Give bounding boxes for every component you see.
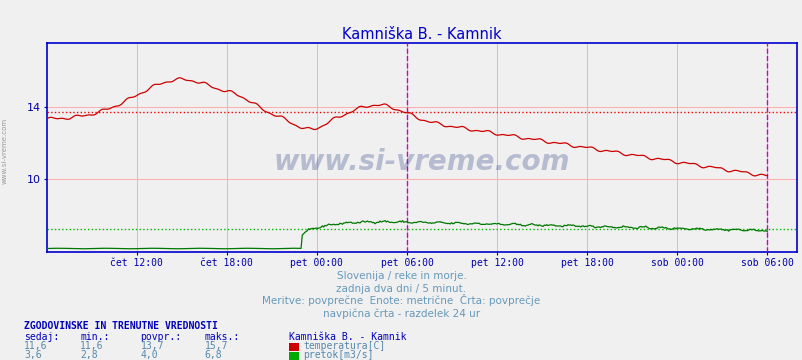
Text: 4,0: 4,0 [140,350,158,360]
Text: pretok[m3/s]: pretok[m3/s] [303,350,374,360]
Text: maks.:: maks.: [205,332,240,342]
Text: 6,8: 6,8 [205,350,222,360]
Text: 2,8: 2,8 [80,350,98,360]
Text: zadnja dva dni / 5 minut.: zadnja dva dni / 5 minut. [336,284,466,294]
Text: ZGODOVINSKE IN TRENUTNE VREDNOSTI: ZGODOVINSKE IN TRENUTNE VREDNOSTI [24,321,217,332]
Text: 13,7: 13,7 [140,341,164,351]
Text: sedaj:: sedaj: [24,332,59,342]
Text: min.:: min.: [80,332,110,342]
Text: www.si-vreme.com: www.si-vreme.com [2,118,8,184]
Text: 11,6: 11,6 [80,341,103,351]
Text: www.si-vreme.com: www.si-vreme.com [273,148,569,176]
Text: Slovenija / reke in morje.: Slovenija / reke in morje. [336,271,466,281]
Text: Kamniška B. - Kamnik: Kamniška B. - Kamnik [289,332,406,342]
Text: Meritve: povprečne  Enote: metrične  Črta: povprečje: Meritve: povprečne Enote: metrične Črta:… [262,294,540,306]
Text: 11,6: 11,6 [24,341,47,351]
Text: navpična črta - razdelek 24 ur: navpična črta - razdelek 24 ur [322,308,480,319]
Text: povpr.:: povpr.: [140,332,181,342]
Title: Kamniška B. - Kamnik: Kamniška B. - Kamnik [342,27,501,42]
Text: temperatura[C]: temperatura[C] [303,341,385,351]
Text: 3,6: 3,6 [24,350,42,360]
Text: 15,7: 15,7 [205,341,228,351]
